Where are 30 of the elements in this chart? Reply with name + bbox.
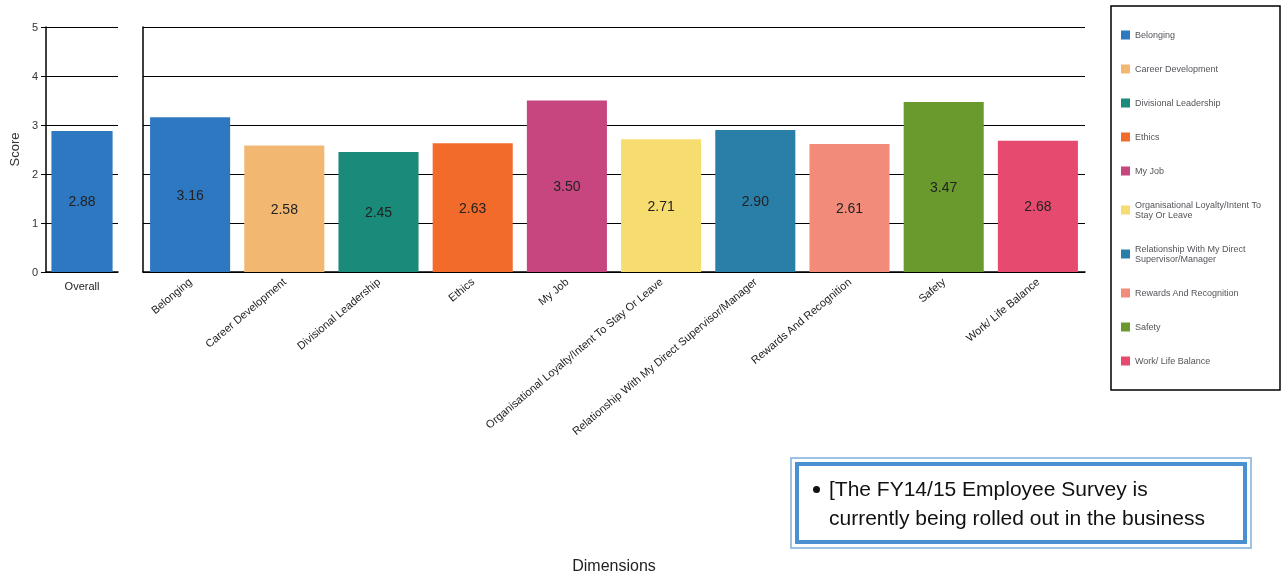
legend-label: Ethics — [1135, 132, 1161, 142]
data-label: 2.58 — [270, 200, 299, 217]
data-label: 2.63 — [459, 199, 487, 216]
data-label: 3.50 — [553, 178, 581, 195]
data-label: 3.16 — [176, 186, 204, 203]
legend-label: Safety — [1135, 322, 1162, 332]
y-tick-label: 3 — [31, 119, 39, 131]
legend-label: Relationship With My Direct Supervisor/Manager — [1135, 244, 1249, 264]
x-tick-label: Overall — [64, 279, 100, 292]
legend-label: Belonging — [1135, 30, 1176, 40]
legend-label: Career Development — [1135, 64, 1219, 74]
data-label: 2.61 — [835, 200, 864, 217]
y-axis-title: Score — [7, 132, 22, 167]
x-axis-title: Dimensions — [572, 556, 656, 574]
data-label: 2.68 — [1024, 198, 1052, 215]
y-tick-label: 1 — [31, 217, 39, 229]
text: [The FY14/15 Employee Survey is currently being rolled out in the business — [795, 462, 1247, 544]
x-tick-label: My Job — [535, 275, 571, 308]
legend-label: Organisational Loyalty/Intent To Stay Or Leave — [1135, 200, 1264, 220]
data-label: 2.88 — [68, 193, 96, 210]
y-tick-label: 0 — [31, 266, 39, 278]
data-label: 2.45 — [364, 203, 393, 220]
y-tick-label: 5 — [31, 21, 39, 33]
y-tick-label: 4 — [31, 70, 39, 82]
data-label: 2.90 — [741, 192, 770, 209]
data-label: 3.47 — [930, 178, 958, 195]
legend-label: Divisional Leadership — [1135, 98, 1221, 108]
y-tick-label: 2 — [31, 168, 39, 180]
data-label: 2.71 — [647, 197, 675, 214]
legend-label: My Job — [1135, 166, 1165, 176]
